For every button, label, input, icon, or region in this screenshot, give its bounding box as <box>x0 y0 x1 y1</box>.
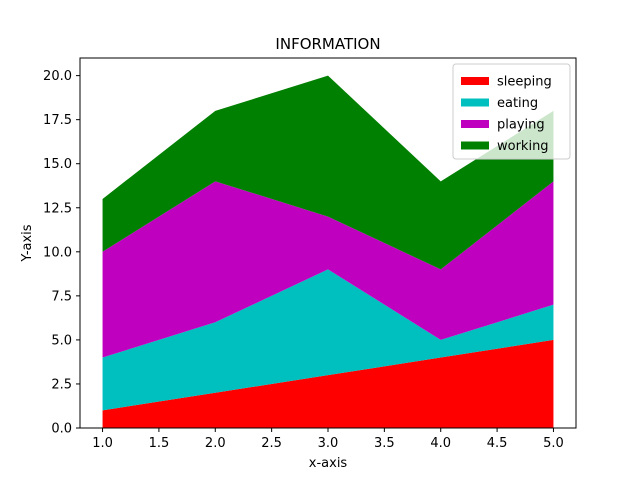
y-tick-label: 7.5 <box>51 289 72 304</box>
y-tick-label: 0.0 <box>51 422 72 437</box>
y-axis-label: Y-axis <box>20 224 35 262</box>
legend-label-playing: playing <box>497 118 545 133</box>
x-axis-label: x-axis <box>309 456 348 471</box>
x-tick-label: 3.5 <box>374 436 395 451</box>
x-tick-label: 3.0 <box>318 436 339 451</box>
area-sleeping <box>102 339 554 428</box>
legend-swatch-sleeping <box>461 77 489 85</box>
area-layers <box>102 75 554 428</box>
legend: sleeping eating playing working <box>452 63 571 160</box>
legend-swatch-eating <box>461 98 489 107</box>
x-tick-label: 4.5 <box>487 436 508 451</box>
legend-label-working: working <box>497 139 549 154</box>
legend-frame <box>452 63 571 160</box>
legend-swatch-playing <box>461 120 489 128</box>
area-playing <box>102 181 554 358</box>
y-axis-ticks: 0.0 2.5 5.0 7.5 10.0 12.5 15.0 17.5 20.0 <box>43 69 80 437</box>
y-tick-label: 20.0 <box>43 69 72 84</box>
x-tick-label: 2.0 <box>205 436 226 451</box>
x-tick-label: 4.0 <box>430 436 451 451</box>
area-working <box>102 75 554 270</box>
x-axis-ticks: 1.0 1.5 2.0 2.5 3.0 3.5 4.0 4.5 5.0 <box>92 428 564 451</box>
y-tick-label: 15.0 <box>43 157 72 172</box>
x-tick-label: 1.0 <box>92 436 113 451</box>
y-tick-label: 5.0 <box>51 333 72 348</box>
area-eating <box>102 269 554 411</box>
y-tick-label: 10.0 <box>43 245 72 260</box>
y-tick-label: 12.5 <box>43 201 72 216</box>
x-tick-label: 1.5 <box>149 436 170 451</box>
legend-label-eating: eating <box>497 96 538 111</box>
legend-swatch-working <box>461 141 489 150</box>
y-tick-label: 17.5 <box>43 113 72 128</box>
y-tick-label: 2.5 <box>51 377 72 392</box>
x-tick-label: 5.0 <box>543 436 564 451</box>
legend-label-sleeping: sleeping <box>497 75 552 90</box>
chart-title: INFORMATION <box>275 35 380 53</box>
x-tick-label: 2.5 <box>261 436 282 451</box>
